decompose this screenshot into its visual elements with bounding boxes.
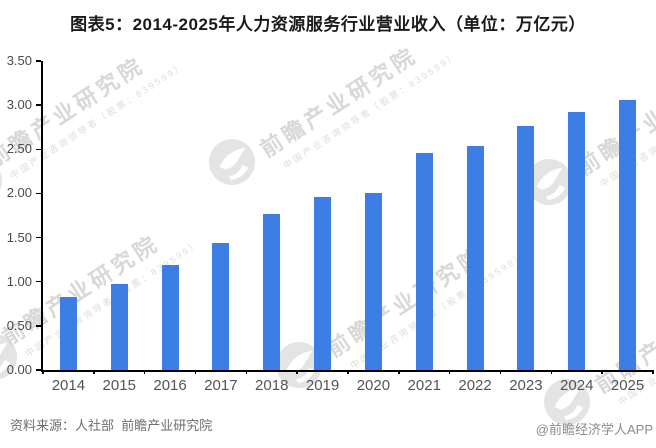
x-axis-line bbox=[41, 370, 653, 372]
bar-2018 bbox=[263, 213, 281, 370]
x-axis-tick-label: 2017 bbox=[204, 377, 238, 394]
y-axis-tick-label: 2.50 bbox=[6, 141, 32, 157]
x-axis-tick bbox=[550, 370, 553, 374]
x-axis-tick-label: 2023 bbox=[509, 377, 543, 394]
x-axis-tick-label: 2018 bbox=[255, 377, 289, 394]
x-axis-tick bbox=[347, 370, 349, 374]
x-axis-tick bbox=[143, 370, 146, 374]
y-axis-tick bbox=[36, 325, 41, 327]
y-axis-tick bbox=[36, 192, 41, 195]
x-axis-tick-label: 2024 bbox=[560, 377, 594, 394]
bar-2022 bbox=[466, 145, 484, 370]
y-axis-tick-label: 0.50 bbox=[6, 317, 32, 333]
bar-2016 bbox=[161, 264, 179, 370]
x-axis-tick-label: 2020 bbox=[356, 377, 391, 394]
bar-2021 bbox=[415, 152, 433, 370]
bar-2025 bbox=[619, 99, 637, 370]
y-axis-tick-label: 3.50 bbox=[6, 53, 32, 68]
y-axis-tick-label: 2.00 bbox=[6, 185, 32, 201]
bar-2019 bbox=[314, 197, 332, 370]
x-axis-tick-label: 2014 bbox=[51, 377, 86, 394]
x-axis-tick-label: 2022 bbox=[458, 377, 492, 394]
x-axis-tick bbox=[398, 370, 400, 374]
x-axis-tick bbox=[42, 370, 44, 374]
bar-2020 bbox=[364, 192, 382, 370]
x-axis-tick bbox=[296, 370, 298, 374]
y-axis-tick bbox=[36, 236, 41, 239]
credit-note: @前瞻经济学人APP bbox=[535, 422, 653, 437]
x-axis-tick bbox=[194, 370, 197, 374]
x-axis-tick-label: 2015 bbox=[102, 377, 136, 394]
x-axis-tick-label: 2016 bbox=[153, 377, 187, 394]
y-axis-tick bbox=[36, 104, 41, 106]
bar-2015 bbox=[110, 284, 128, 370]
y-axis-tick bbox=[36, 60, 41, 62]
bar-2017 bbox=[212, 242, 230, 370]
x-axis-tick bbox=[499, 370, 502, 374]
y-axis-tick bbox=[36, 148, 41, 151]
y-axis-line bbox=[41, 61, 43, 372]
x-axis-tick-label: 2025 bbox=[610, 377, 645, 394]
x-axis-tick bbox=[652, 370, 654, 374]
bar-2024 bbox=[568, 112, 586, 370]
y-axis-tick-label: 3.00 bbox=[6, 97, 32, 113]
bar-chart-plot-area: 0.00 0.50 1.00 1.50 2.00 2.50 3.00 3.50 2014 2015… bbox=[7, 53, 654, 394]
y-axis-tick-label: 0.00 bbox=[6, 362, 32, 377]
y-axis-tick-label: 1.50 bbox=[6, 229, 32, 245]
source-note: 资料来源：人社部 前瞻产业研究院 bbox=[10, 418, 213, 433]
x-axis-tick bbox=[245, 370, 248, 374]
y-axis-tick bbox=[36, 369, 41, 371]
x-axis-tick-label: 2021 bbox=[407, 377, 441, 394]
x-axis-tick bbox=[448, 370, 451, 374]
chart-title: 图表5：2014-2025年人力资源服务行业营业收入（单位：万亿元） bbox=[70, 15, 586, 34]
x-axis-tick-label: 2019 bbox=[305, 377, 340, 394]
y-axis-tick-label: 1.00 bbox=[6, 273, 32, 289]
x-axis-tick bbox=[601, 370, 603, 374]
bar-2014 bbox=[59, 296, 77, 370]
x-axis-tick bbox=[93, 370, 95, 374]
y-axis-tick bbox=[36, 280, 41, 283]
bar-2023 bbox=[517, 126, 535, 370]
